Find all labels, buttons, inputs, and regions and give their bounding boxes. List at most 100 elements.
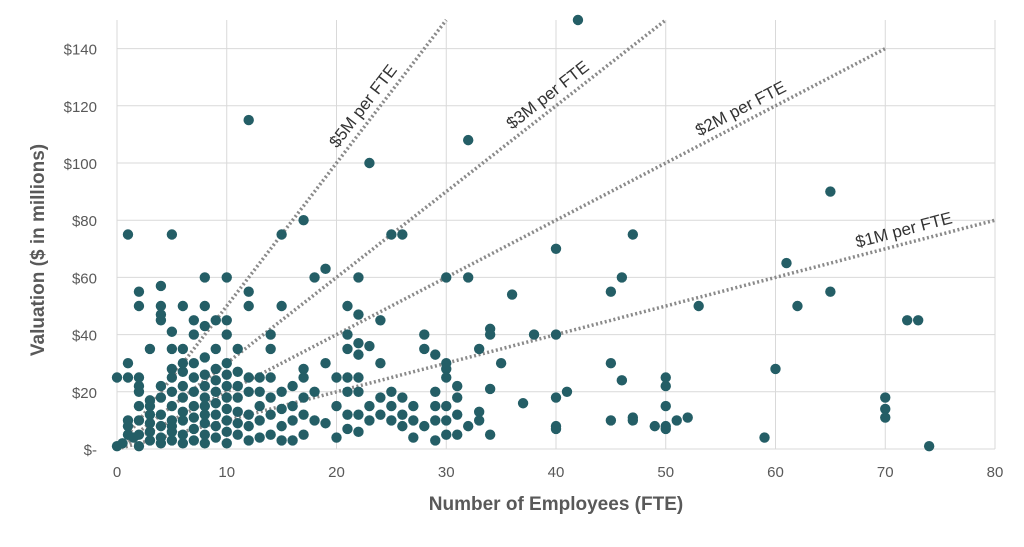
- data-point: [188, 315, 200, 326]
- data-point: [177, 406, 189, 418]
- data-point: [463, 272, 474, 283]
- y-tick-label: $40: [72, 328, 97, 345]
- data-point: [397, 229, 408, 240]
- data-point: [210, 315, 221, 326]
- data-point: [243, 286, 254, 297]
- data-point: [232, 380, 243, 392]
- data-point: [320, 418, 331, 429]
- data-point: [276, 403, 287, 415]
- data-point: [243, 420, 254, 432]
- data-point: [397, 420, 408, 432]
- data-point: [232, 429, 243, 440]
- data-point: [166, 326, 178, 337]
- data-point: [550, 243, 562, 254]
- data-point: [221, 415, 232, 426]
- x-tick-label: 30: [438, 464, 455, 481]
- data-point: [188, 329, 200, 340]
- data-point: [210, 343, 221, 355]
- data-point: [166, 363, 178, 375]
- data-point: [254, 415, 265, 426]
- y-tick-label: $140: [64, 42, 97, 59]
- data-point: [342, 386, 353, 397]
- data-point: [133, 372, 145, 383]
- data-point: [441, 429, 452, 440]
- data-point: [166, 229, 178, 240]
- data-point: [210, 420, 221, 432]
- data-point: [781, 257, 792, 269]
- data-point: [133, 415, 145, 426]
- data-point: [265, 329, 276, 340]
- data-point: [386, 386, 397, 397]
- data-point: [408, 432, 419, 443]
- data-point: [320, 358, 331, 369]
- data-point: [155, 420, 167, 432]
- data-point: [155, 380, 167, 392]
- data-point: [166, 415, 178, 426]
- data-point: [550, 329, 562, 340]
- data-point: [111, 372, 123, 383]
- reference-line-label: $3M per FTE: [503, 57, 593, 133]
- data-point: [342, 343, 353, 355]
- data-point: [397, 392, 408, 403]
- data-point: [166, 435, 178, 446]
- data-point: [441, 372, 452, 383]
- data-point: [353, 349, 364, 360]
- data-point: [430, 435, 441, 446]
- data-point: [309, 415, 320, 426]
- data-point: [660, 420, 671, 432]
- data-point: [188, 386, 200, 397]
- data-point: [463, 134, 474, 146]
- y-tick-label: $-: [84, 442, 97, 459]
- data-point: [166, 372, 178, 383]
- data-point: [155, 432, 167, 443]
- data-point: [199, 300, 210, 312]
- data-point: [254, 372, 265, 383]
- data-point: [353, 272, 364, 283]
- x-tick-label: 50: [657, 464, 674, 481]
- data-point: [484, 429, 496, 440]
- data-point: [144, 409, 156, 420]
- data-point: [199, 409, 210, 420]
- data-point: [408, 415, 419, 426]
- data-point: [232, 392, 243, 403]
- data-point: [221, 438, 232, 449]
- data-point: [133, 380, 145, 392]
- data-point: [605, 415, 617, 426]
- data-points: [111, 14, 935, 452]
- data-point: [902, 315, 913, 326]
- data-point: [265, 343, 276, 355]
- data-point: [199, 392, 210, 403]
- data-point: [144, 426, 156, 438]
- data-point: [199, 380, 210, 392]
- data-point: [430, 386, 441, 397]
- x-tick-label: 10: [218, 464, 235, 481]
- data-point: [265, 429, 276, 440]
- reference-line-labels: $5M per FTE $3M per FTE $2M per FTE$1M per…: [325, 57, 954, 252]
- data-point: [232, 406, 243, 418]
- data-point: [188, 372, 200, 383]
- data-point: [484, 383, 496, 395]
- data-point: [550, 392, 562, 403]
- data-point: [221, 380, 232, 392]
- data-point: [177, 392, 189, 403]
- data-point: [177, 300, 189, 312]
- data-point: [133, 400, 145, 412]
- y-tick-label: $60: [72, 270, 97, 287]
- data-point: [133, 286, 145, 297]
- data-point: [122, 415, 134, 426]
- data-point: [199, 352, 210, 363]
- data-point: [144, 343, 156, 355]
- data-point: [561, 386, 573, 397]
- data-point: [298, 372, 309, 383]
- data-point: [276, 420, 287, 432]
- data-point: [243, 114, 254, 126]
- data-point: [221, 392, 232, 403]
- data-point: [221, 315, 232, 326]
- data-point: [276, 386, 287, 397]
- data-point: [473, 406, 485, 418]
- data-point: [452, 409, 463, 420]
- data-point: [298, 363, 309, 375]
- x-tick-label: 80: [987, 464, 1004, 481]
